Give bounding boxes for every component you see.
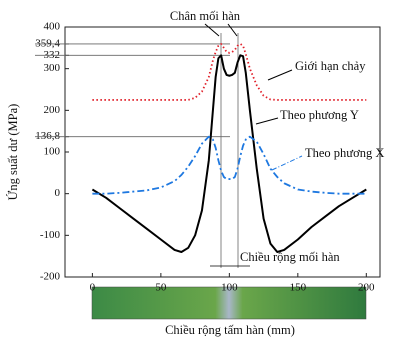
y-axis-label: Ứng suất dư (MPa) <box>6 104 20 201</box>
y-tick-label: 100 <box>44 146 61 158</box>
y-tick-label: 0 <box>55 187 61 199</box>
callout <box>256 118 278 124</box>
x-tick-label: 50 <box>155 282 167 294</box>
y-tick-label: 200 <box>44 104 61 116</box>
series-label: Giới hạn chảy <box>295 59 366 73</box>
y-tick-label: -200 <box>40 271 61 283</box>
series-label: Theo phương X <box>305 146 384 160</box>
y-tick-label: 136,8 <box>35 130 60 142</box>
x-tick-label: 200 <box>358 282 375 294</box>
x-axis-label: Chiều rộng tấm hàn (mm) <box>165 323 295 337</box>
callout <box>268 70 292 80</box>
y-tick-label: 300 <box>44 62 61 74</box>
y-tick-label: -100 <box>40 229 61 241</box>
y-tick-label: 359,4 <box>35 37 60 49</box>
x-tick-label: 0 <box>90 282 96 294</box>
annotation: Chân mối hàn <box>170 9 241 23</box>
chart: Chân mối hàn Chiều rộng mối hàn Giới hạn… <box>0 0 401 340</box>
callout <box>272 156 302 170</box>
annotation: Chiều rộng mối hàn <box>240 250 340 264</box>
y-tick-label: 332 <box>44 49 61 61</box>
y-tick-label: 400 <box>44 21 61 33</box>
series-label: Theo phương Y <box>280 108 359 122</box>
x-tick-label: 150 <box>290 282 307 294</box>
arrow <box>228 24 237 36</box>
x-tick-label: 100 <box>221 282 238 294</box>
arrow <box>205 24 219 36</box>
